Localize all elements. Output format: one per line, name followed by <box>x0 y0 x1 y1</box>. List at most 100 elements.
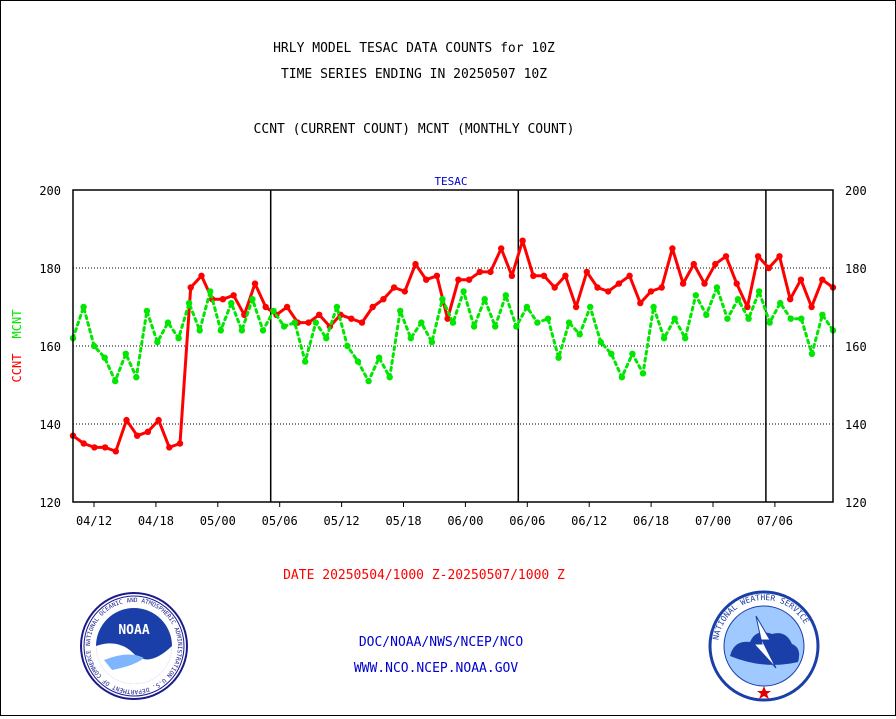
data-point-ccnt-6 <box>134 432 141 439</box>
data-point-mcnt-24 <box>323 335 330 342</box>
data-point-ccnt-69 <box>808 303 815 311</box>
x-tick-label-7: 06/06 <box>509 514 545 528</box>
x-tick-label-2: 05/00 <box>200 514 236 528</box>
data-point-ccnt-50 <box>605 288 612 295</box>
data-point-mcnt-9 <box>164 319 172 326</box>
data-point-mcnt-62 <box>724 315 731 322</box>
data-point-ccnt-36 <box>455 276 462 283</box>
data-point-ccnt-64 <box>754 253 762 260</box>
date-range-label: DATE 20250504/1000 Z-20250507/1000 Z <box>283 568 565 583</box>
data-point-ccnt-28 <box>369 303 376 311</box>
data-point-ccnt-22 <box>305 319 312 326</box>
data-point-mcnt-38 <box>470 323 478 330</box>
data-point-ccnt-34 <box>433 272 441 279</box>
data-point-ccnt-2 <box>91 444 98 451</box>
plot-area: 120 120 140 140 160 160 180 180 200 200 04/12 04/18… <box>39 184 866 528</box>
data-point-mcnt-67 <box>777 299 784 307</box>
data-point-mcnt-16 <box>238 327 246 334</box>
data-point-ccnt-46 <box>562 272 569 279</box>
data-point-mcnt-50 <box>597 338 604 346</box>
data-point-ccnt-17 <box>251 280 259 287</box>
plot-title: TESAC <box>434 175 467 188</box>
data-point-mcnt-17 <box>249 296 256 303</box>
data-point-mcnt-46 <box>555 354 562 361</box>
data-point-mcnt-4 <box>112 377 119 385</box>
data-point-ccnt-56 <box>669 245 676 252</box>
nws-logo: NATIONAL WEATHER SERVICE <box>708 590 820 702</box>
data-point-ccnt-52 <box>626 272 633 279</box>
data-point-ccnt-62 <box>733 280 740 287</box>
data-point-ccnt-32 <box>412 260 419 268</box>
y-tick-label-right-0: 120 <box>845 496 867 510</box>
data-point-mcnt-20 <box>280 323 288 330</box>
data-point-mcnt-7 <box>143 307 151 315</box>
data-point-ccnt-43 <box>530 272 537 279</box>
data-point-mcnt-58 <box>682 335 689 342</box>
data-point-ccnt-11 <box>187 284 194 291</box>
data-point-mcnt-29 <box>375 354 383 361</box>
data-point-mcnt-26 <box>344 342 351 350</box>
data-point-ccnt-68 <box>797 276 805 283</box>
y-axis-label-ccnt: CCNT <box>10 354 24 383</box>
data-point-mcnt-41 <box>502 292 509 299</box>
data-point-mcnt-40 <box>492 323 499 330</box>
data-point-mcnt-28 <box>365 377 372 385</box>
x-tick-label-6: 06/00 <box>447 514 483 528</box>
data-point-mcnt-11 <box>185 299 193 307</box>
data-point-ccnt-31 <box>401 288 408 295</box>
data-point-mcnt-51 <box>608 350 615 357</box>
data-point-mcnt-12 <box>196 327 203 334</box>
data-point-mcnt-61 <box>713 284 721 291</box>
data-point-mcnt-5 <box>122 350 129 357</box>
data-point-mcnt-60 <box>703 311 710 318</box>
org-path-link[interactable]: DOC/NOAA/NWS/NCEP/NCO <box>359 635 524 650</box>
plot-border <box>72 189 834 503</box>
data-point-ccnt-38 <box>476 268 483 276</box>
data-point-ccnt-39 <box>487 268 494 276</box>
chart-header-line-1: HRLY MODEL TESAC DATA COUNTS for 10Z <box>273 41 555 56</box>
data-point-mcnt-18 <box>259 327 267 334</box>
chart-header-line-3: CCNT (CURRENT COUNT) MCNT (MONTHLY COUNT… <box>254 122 575 137</box>
data-point-ccnt-37 <box>465 276 473 283</box>
data-point-mcnt-71 <box>819 311 826 318</box>
data-point-ccnt-40 <box>498 245 505 252</box>
website-link[interactable]: WWW.NCO.NCEP.NOAA.GOV <box>354 661 519 676</box>
data-point-mcnt-34 <box>428 338 436 346</box>
data-point-mcnt-48 <box>576 331 583 338</box>
data-point-ccnt-1 <box>80 440 87 447</box>
data-point-ccnt-18 <box>262 303 269 311</box>
y-tick-label-left-2: 160 <box>39 340 61 354</box>
data-point-mcnt-30 <box>386 374 393 381</box>
x-tick-label-4: 05/12 <box>324 514 360 528</box>
data-point-ccnt-30 <box>390 284 398 291</box>
data-point-ccnt-67 <box>787 296 794 303</box>
data-point-ccnt-61 <box>722 253 730 260</box>
data-point-ccnt-63 <box>744 303 751 311</box>
data-point-mcnt-15 <box>228 299 235 307</box>
data-point-mcnt-66 <box>766 319 773 326</box>
data-point-mcnt-3 <box>101 354 108 361</box>
data-point-mcnt-43 <box>523 303 531 311</box>
data-point-ccnt-49 <box>594 284 601 291</box>
data-point-ccnt-41 <box>508 272 516 279</box>
data-point-ccnt-29 <box>380 296 387 303</box>
data-point-mcnt-22 <box>302 358 309 365</box>
data-point-mcnt-19 <box>270 307 277 315</box>
data-point-ccnt-60 <box>712 260 719 268</box>
y-tick-label-right-2: 160 <box>845 340 867 354</box>
data-point-mcnt-42 <box>513 323 520 330</box>
y-tick-label-left-3: 180 <box>39 262 61 276</box>
x-tick-label-1: 04/18 <box>138 514 174 528</box>
x-tick-label-10: 07/00 <box>695 514 731 528</box>
data-point-mcnt-47 <box>565 319 573 326</box>
data-point-ccnt-53 <box>637 299 644 307</box>
data-point-mcnt-54 <box>639 370 647 377</box>
data-point-ccnt-5 <box>123 416 130 424</box>
data-point-mcnt-8 <box>154 338 161 346</box>
data-point-ccnt-23 <box>316 311 323 318</box>
data-point-mcnt-69 <box>798 315 805 322</box>
data-point-ccnt-3 <box>101 444 109 451</box>
data-point-mcnt-52 <box>618 374 626 381</box>
